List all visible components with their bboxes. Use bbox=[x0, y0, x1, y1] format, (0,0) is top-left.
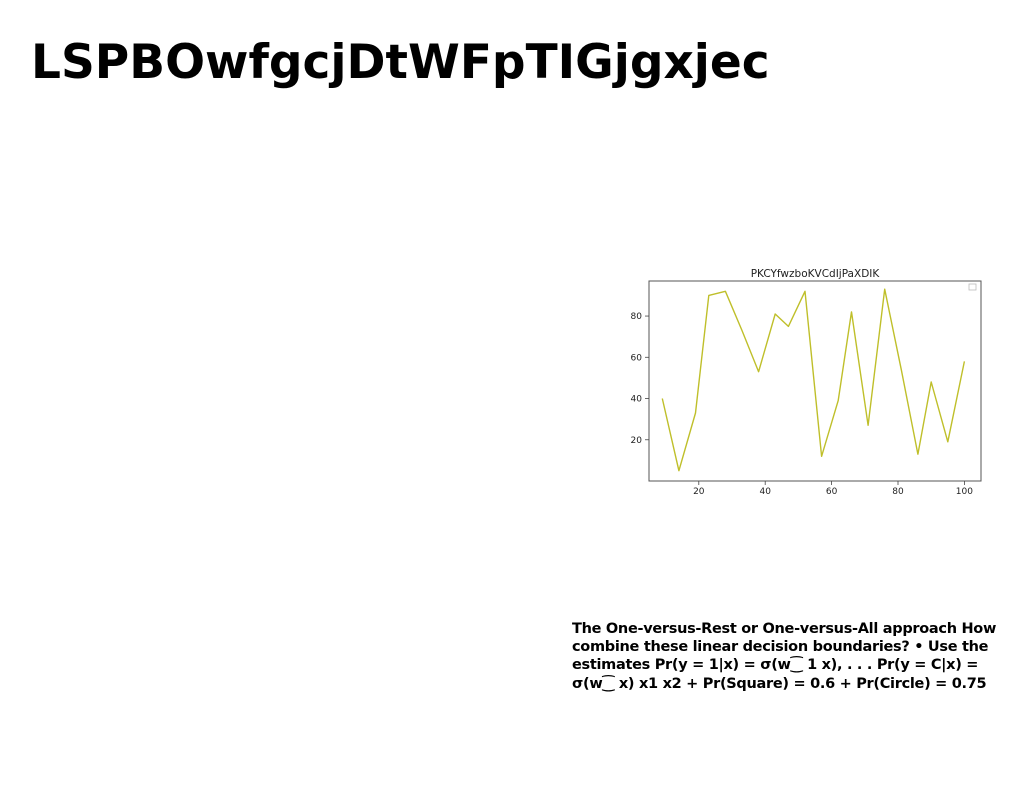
y-tick-label: 80 bbox=[631, 312, 643, 322]
chart-layer: 20 40 60 80 100 20 40 60 80 bbox=[631, 288, 973, 497]
y-tick-label: 40 bbox=[631, 395, 643, 405]
x-tick-label: 80 bbox=[892, 487, 904, 497]
x-tick-label: 100 bbox=[956, 487, 973, 497]
series-line bbox=[661, 288, 966, 472]
y-tick-label: 60 bbox=[631, 353, 643, 363]
legend-box bbox=[968, 283, 977, 291]
slide-title: LSPBOwfgcjDtWFpTIGjgxjec bbox=[31, 35, 770, 90]
chart-title: PKCYfwzboKVCdIjPaXDIK bbox=[751, 268, 881, 280]
x-tick-label: 60 bbox=[826, 487, 838, 497]
line-chart: PKCYfwzboKVCdIjPaXDIK 20 40 60 80 100 20 40 60 8… bbox=[612, 262, 992, 502]
x-tick-label: 40 bbox=[759, 487, 771, 497]
slide-body-text: The One-versus-Rest or One-versus-All ap… bbox=[572, 621, 997, 692]
x-tick-label: 20 bbox=[693, 487, 705, 497]
y-tick-label: 20 bbox=[631, 436, 643, 446]
chart-svg: PKCYfwzboKVCdIjPaXDIK 20 40 60 80 100 20 40 60 8… bbox=[631, 268, 982, 497]
plot-frame bbox=[648, 280, 982, 482]
